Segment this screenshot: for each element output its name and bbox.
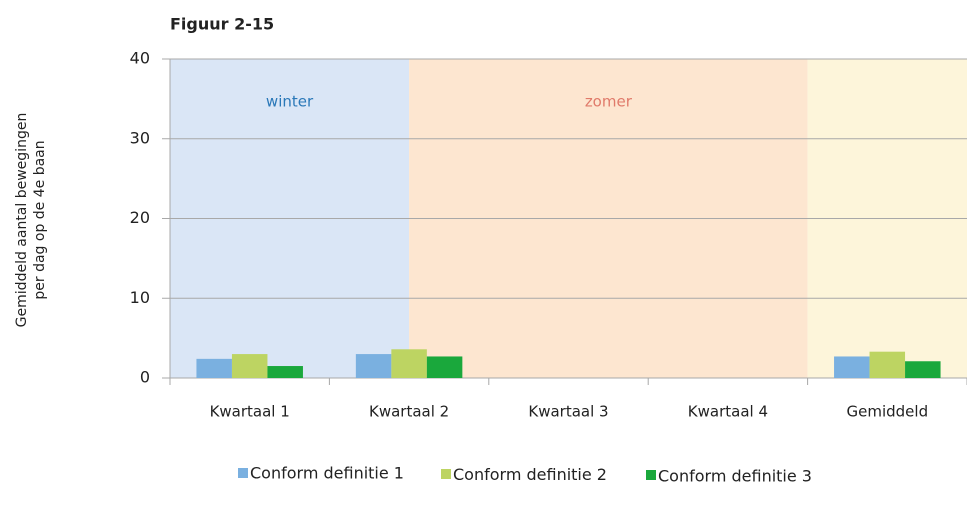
- bar: [905, 361, 941, 378]
- y-tick-label: 30: [130, 128, 150, 147]
- bar: [834, 356, 870, 378]
- bar: [196, 358, 232, 378]
- y-axis-label: Gemiddeld aantal bewegingen: [14, 113, 30, 328]
- y-tick-label: 20: [130, 208, 150, 227]
- bar: [391, 349, 427, 378]
- x-tick-label: Kwartaal 4: [688, 403, 768, 421]
- x-tick-label: Kwartaal 2: [369, 403, 449, 421]
- x-tick-label: Gemiddeld: [847, 403, 929, 421]
- chart-title: Figuur 2-15: [170, 15, 274, 34]
- bar: [267, 366, 303, 378]
- bar: [426, 356, 463, 378]
- legend-swatch: [646, 470, 656, 480]
- y-axis-label: per dag op de 4e baan: [32, 140, 48, 299]
- season-label: zomer: [585, 93, 633, 111]
- x-tick-label: Kwartaal 1: [210, 403, 290, 421]
- y-tick-label: 40: [130, 49, 150, 68]
- bar: [869, 351, 906, 378]
- bar: [355, 354, 392, 378]
- legend-label: Conform definitie 1: [250, 464, 404, 483]
- bar: [231, 354, 268, 378]
- legend-label: Conform definitie 2: [453, 465, 607, 484]
- y-tick-label: 10: [130, 288, 150, 307]
- legend-swatch: [441, 469, 451, 479]
- season-label: winter: [266, 93, 314, 111]
- legend-label: Conform definitie 3: [658, 467, 812, 486]
- x-tick-label: Kwartaal 3: [528, 403, 608, 421]
- legend-swatch: [238, 468, 248, 478]
- y-tick-label: 0: [140, 368, 150, 387]
